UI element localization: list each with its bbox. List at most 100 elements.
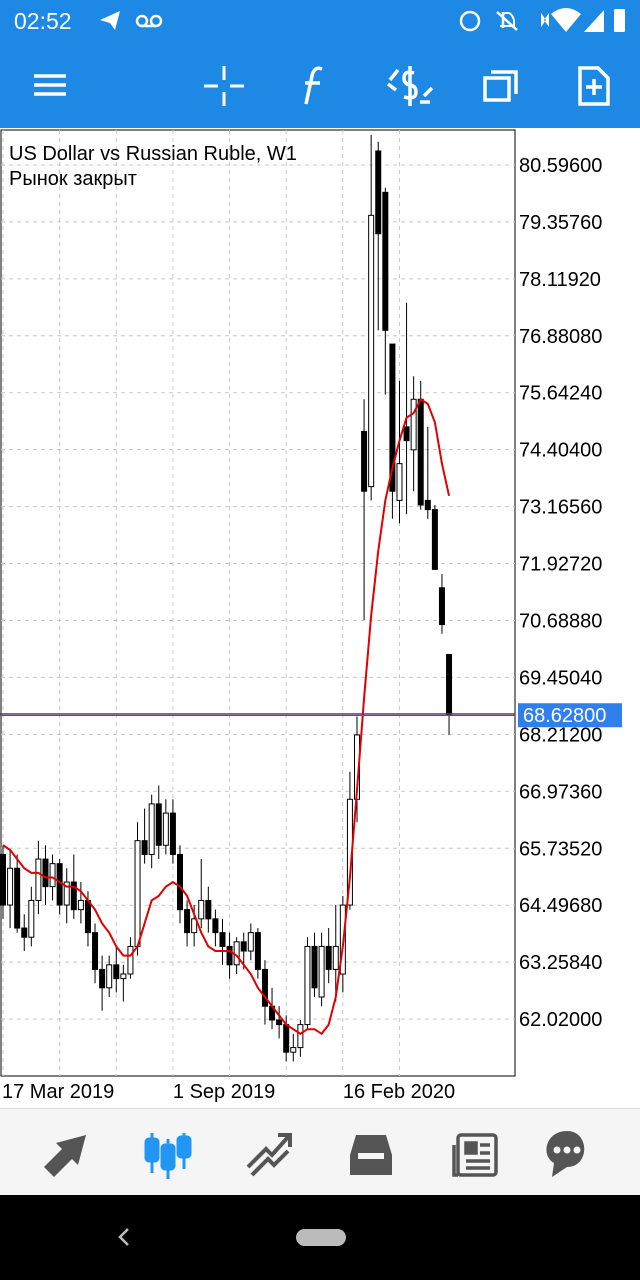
chart-tab[interactable] (144, 1133, 192, 1179)
candle-body (254, 932, 261, 970)
y-tick-label: 64.49680 (519, 895, 602, 917)
candle-body (368, 214, 375, 488)
nav-icons (44, 1131, 585, 1179)
candle-body (205, 899, 212, 920)
candle-body (99, 968, 106, 989)
candle-body (35, 858, 42, 901)
candle-body (410, 398, 417, 451)
candle-body (438, 587, 445, 626)
price-label-box (518, 703, 622, 728)
windows-button[interactable] (483, 70, 518, 102)
candle-body (0, 853, 6, 906)
history-tab[interactable] (350, 1135, 392, 1175)
candle-body (332, 945, 339, 970)
chart-title: US Dollar vs Russian Ruble, W1 (9, 143, 297, 165)
candle-body (389, 343, 396, 492)
candle-body (155, 803, 162, 846)
system-navigation (0, 1195, 640, 1280)
clock: 02:52 (14, 8, 72, 34)
candle-body (311, 945, 318, 989)
candle-body (417, 398, 424, 506)
candle-body (261, 968, 268, 1007)
candle-body (247, 932, 254, 952)
y-tick-label: 70.68880 (519, 610, 602, 632)
candle-body (113, 964, 120, 980)
candle-body (382, 191, 389, 331)
y-tick-label: 73.16560 (519, 497, 602, 519)
trade-button[interactable] (386, 66, 434, 106)
chat-tab[interactable] (546, 1131, 585, 1177)
candle-body (177, 853, 183, 911)
candle-body (169, 812, 176, 855)
x-tick-label: 16 Feb 2020 (343, 1081, 455, 1103)
y-tick-label: 80.59600 (519, 155, 602, 177)
bottom-navigation (0, 1108, 640, 1196)
y-tick-label: 76.88080 (519, 326, 602, 348)
price-label: 68.62800 (523, 705, 606, 727)
candle-body (240, 941, 247, 952)
candle-body (84, 899, 91, 934)
y-tick-label: 68.21200 (519, 724, 602, 746)
candle-body (396, 463, 403, 501)
crosshair-button[interactable] (204, 66, 244, 106)
candle-body (148, 803, 155, 855)
candle-body (226, 945, 233, 966)
chart-subtitle: Рынок закрыт (9, 168, 137, 190)
status-icons (100, 8, 625, 32)
toolbar-icons (34, 66, 610, 106)
candle-body (431, 509, 438, 570)
candle-body (70, 881, 77, 911)
candle-body (184, 909, 191, 934)
news-tab[interactable] (452, 1133, 498, 1177)
candle-body (219, 932, 226, 947)
candle-body (361, 430, 368, 492)
moving-average-line (2, 397, 451, 1036)
y-tick-label: 78.11920 (519, 269, 601, 291)
back-button[interactable] (118, 1228, 129, 1246)
candle-body (290, 1047, 297, 1053)
y-tick-label: 65.73520 (519, 838, 602, 860)
candle-body (191, 918, 198, 934)
y-tick-label: 75.64240 (519, 383, 602, 405)
candle-body (446, 653, 453, 716)
candle-body (198, 899, 205, 920)
candle-body (134, 840, 141, 947)
y-tick-label: 71.92720 (519, 554, 602, 576)
candle-body (141, 840, 148, 855)
menu-button[interactable] (34, 74, 66, 96)
candle-body (92, 932, 99, 970)
candle-body (21, 927, 28, 938)
candle-body (127, 945, 134, 975)
candle-body (106, 964, 113, 989)
toolbar (0, 40, 640, 128)
candle-body (297, 1024, 304, 1049)
candle-body (14, 867, 21, 929)
y-tick-label: 79.35760 (519, 212, 602, 234)
candle-body (28, 899, 35, 938)
candle-body (7, 867, 14, 906)
y-tick-label: 74.40400 (519, 440, 602, 462)
candle-body (162, 812, 169, 846)
y-tick-label: 69.45040 (519, 667, 602, 689)
candle-body (42, 858, 49, 888)
candle-body (318, 945, 325, 998)
indicators-button[interactable] (304, 66, 323, 105)
candle-body (120, 973, 127, 980)
candle-body (212, 918, 219, 934)
trade-tab[interactable] (246, 1133, 292, 1177)
candle-body (375, 150, 382, 235)
system-nav-icons (118, 1228, 346, 1246)
candle-body (63, 881, 70, 906)
x-tick-label: 1 Sep 2019 (173, 1081, 275, 1103)
candle-body (325, 945, 332, 970)
home-button[interactable] (296, 1229, 346, 1246)
new-order-button[interactable] (578, 66, 610, 106)
candle-body (403, 426, 410, 442)
quotes-tab[interactable] (44, 1135, 86, 1177)
candle-body (283, 1024, 290, 1053)
candle-body (77, 899, 84, 911)
candle-body (49, 863, 56, 888)
x-tick-label: 17 Mar 2019 (2, 1081, 114, 1103)
chart: 80.59600 79.35760 78.11920 76.88080 75.64240… (0, 129, 622, 1103)
